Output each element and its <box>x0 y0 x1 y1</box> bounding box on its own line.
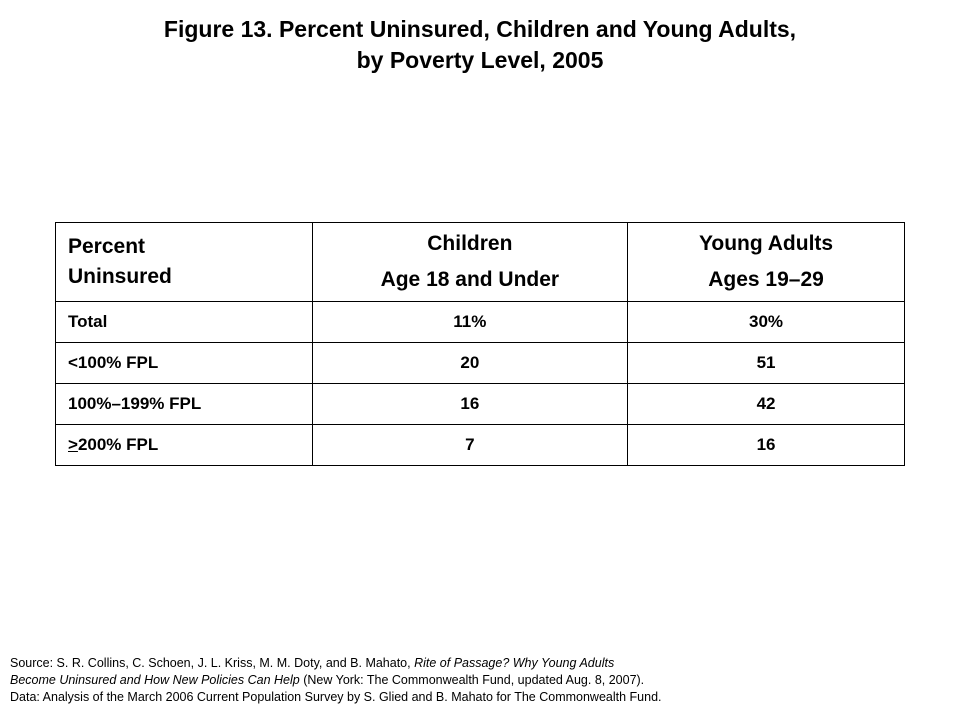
figure-title-line-1: Figure 13. Percent Uninsured, Children a… <box>163 16 797 42</box>
header-children: Children Age 18 and Under <box>311 222 629 302</box>
row-label-text: <100% FPL <box>68 353 159 372</box>
table-row: 100%–199% FPL 16 42 <box>55 383 905 425</box>
figure-title-line-2: by Poverty Level, 2005 <box>356 47 604 73</box>
row-label-100-199-fpl: 100%–199% FPL <box>55 383 313 425</box>
table-row: Total 11% 30% <box>55 301 905 343</box>
row-label-text: Total <box>68 312 108 331</box>
header-young-line-2: Ages 19–29 <box>708 268 824 291</box>
source-suffix: (New York: The Commonwealth Fund, update… <box>299 673 645 687</box>
cell-young-100-199-fpl: 42 <box>627 383 905 425</box>
header-children-line-2: Age 18 and Under <box>380 268 560 291</box>
cell-children-total: 11% <box>311 301 629 343</box>
row-label-under-100-fpl: <100% FPL <box>55 342 313 384</box>
cell-young-total: 30% <box>627 301 905 343</box>
source-note: Source: S. R. Collins, C. Schoen, J. L. … <box>10 655 950 706</box>
cell-young-under-100-fpl: 51 <box>627 342 905 384</box>
cell-young-200-plus-fpl: 16 <box>627 424 905 466</box>
source-line-2: Become Uninsured and How New Policies Ca… <box>10 672 950 689</box>
data-line: Data: Analysis of the March 2006 Current… <box>10 690 662 704</box>
row-label-text: 200% FPL <box>77 435 159 454</box>
cell-children-200-plus-fpl: 7 <box>311 424 629 466</box>
figure-title: Figure 13. Percent Uninsured, Children a… <box>0 14 960 76</box>
header-percent-uninsured: Percent Uninsured <box>55 222 313 302</box>
source-title-part-2: Become Uninsured and How New Policies Ca… <box>10 673 300 687</box>
source-line-1: Source: S. R. Collins, C. Schoen, J. L. … <box>10 655 950 672</box>
header-young-adults: Young Adults Ages 19–29 <box>627 222 905 302</box>
table-row: >200% FPL 7 16 <box>55 424 905 466</box>
header-children-line-1: Children <box>427 232 513 255</box>
cell-children-100-199-fpl: 16 <box>311 383 629 425</box>
table-row: <100% FPL 20 51 <box>55 342 905 384</box>
row-label-text: 100%–199% FPL <box>68 394 202 413</box>
source-prefix: Source: S. R. Collins, C. Schoen, J. L. … <box>10 656 415 670</box>
header-label-line-1: Percent <box>68 235 146 258</box>
header-young-line-1: Young Adults <box>698 232 834 255</box>
cell-children-under-100-fpl: 20 <box>311 342 629 384</box>
row-label-200-plus-fpl: >200% FPL <box>55 424 313 466</box>
uninsured-table: Percent Uninsured Children Age 18 and Un… <box>55 222 905 466</box>
source-title-part-1: Rite of Passage? Why Young Adults <box>414 656 615 670</box>
header-label-line-2: Uninsured <box>68 265 172 288</box>
row-label-prefix: > <box>68 435 78 454</box>
table-header-row: Percent Uninsured Children Age 18 and Un… <box>55 222 905 302</box>
row-label-total: Total <box>55 301 313 343</box>
